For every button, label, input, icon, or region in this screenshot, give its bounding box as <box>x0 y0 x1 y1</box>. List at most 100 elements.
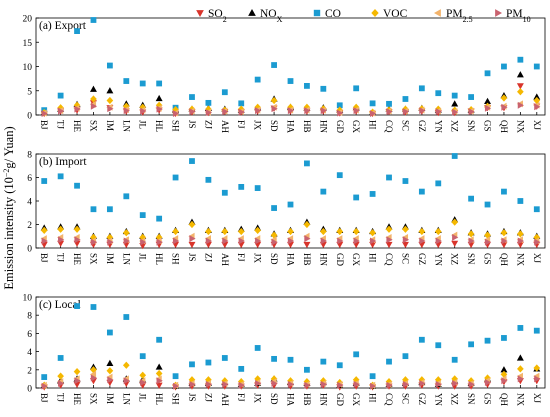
category-label-bj: BJ <box>39 253 49 263</box>
point-voc-cq <box>385 225 393 233</box>
category-label-sx: SX <box>88 120 98 132</box>
category-label-im: IM <box>105 393 115 404</box>
point-co-sc <box>402 96 409 102</box>
point-voc-tj <box>57 372 64 380</box>
point-co-hl <box>156 80 163 87</box>
point-voc-qh <box>500 94 508 102</box>
point-voc-gz <box>418 227 426 236</box>
point-pm10-gz <box>419 379 426 387</box>
point-pm10-hb <box>304 107 311 115</box>
point-pm10-ln <box>123 377 130 385</box>
point-pm10-sc <box>402 236 410 244</box>
point-co-gz <box>418 188 425 195</box>
category-label-bj: BJ <box>39 120 49 130</box>
series-pm10 <box>41 233 541 246</box>
point-pm10-tj <box>58 236 65 244</box>
point-nox-im <box>106 87 114 94</box>
category-label-sc: SC <box>400 253 410 264</box>
category-label-gd: GD <box>335 253 345 266</box>
category-label-jx: JX <box>253 253 263 264</box>
point-pm10-gd <box>337 109 344 117</box>
point-pm10-gs <box>484 104 492 112</box>
point-nox-xz <box>451 100 459 107</box>
point-pm25-sx <box>89 370 97 378</box>
point-pm10-he <box>74 105 81 113</box>
category-label-gd: GD <box>335 120 345 133</box>
legend-marker-co <box>313 9 321 17</box>
category-label-jl: JL <box>138 393 148 402</box>
category-label-ha: HA <box>286 253 296 266</box>
y-tick-label: 6 <box>27 174 32 184</box>
point-pm10-cq <box>386 381 393 389</box>
category-label-ah: AH <box>220 253 230 266</box>
category-label-hn: HN <box>318 253 328 266</box>
point-pm10-ln <box>123 237 130 245</box>
y-tick-label: 4 <box>27 348 32 358</box>
legend-marker-pm25 <box>434 9 441 17</box>
legend-item-pm10: PM10 <box>495 8 531 24</box>
point-pm10-nx <box>517 101 524 109</box>
point-pm10-jl <box>140 238 147 246</box>
point-co-zj <box>205 99 212 106</box>
category-label-he: HE <box>72 253 82 265</box>
category-label-gx: GX <box>351 253 361 266</box>
point-pm10-sx <box>90 238 98 246</box>
point-co-hi <box>369 100 376 107</box>
point-co-gd <box>336 362 343 369</box>
point-co-hb <box>304 366 310 373</box>
y-axis-label-exp: −2 <box>2 169 11 178</box>
point-so2-cq <box>385 241 393 249</box>
point-pm10-sd <box>271 379 278 387</box>
point-co-im <box>106 62 113 69</box>
point-pm10-sh <box>172 110 180 118</box>
point-pm10-hn <box>320 380 327 388</box>
legend-marker-so2 <box>196 10 204 17</box>
category-label-hn: HN <box>318 393 328 406</box>
category-label-sc: SC <box>400 120 410 131</box>
point-co-ln <box>123 314 130 320</box>
category-label-jl: JL <box>138 253 148 262</box>
point-pm10-sh <box>172 382 180 390</box>
point-co-hl <box>156 336 163 343</box>
category-label-ha: HA <box>286 120 296 133</box>
category-label-he: HE <box>72 120 82 132</box>
point-voc-gs <box>484 374 491 382</box>
point-so2-nx <box>516 83 524 90</box>
category-label-tj: TJ <box>56 393 66 402</box>
point-pm10-ha <box>287 107 295 115</box>
point-pm10-im <box>107 238 114 246</box>
point-pm10-jl <box>140 107 147 115</box>
category-label-xj: XJ <box>532 393 542 403</box>
point-nox-im <box>106 359 114 367</box>
point-co-sd <box>271 62 277 68</box>
category-label-hi: HI <box>368 120 378 130</box>
point-pm10-cq <box>386 108 393 116</box>
y-tick-label: 0 <box>27 112 32 122</box>
category-label-zj: ZJ <box>203 253 213 262</box>
point-pm10-zj <box>205 237 213 245</box>
point-voc-js <box>188 220 196 229</box>
point-co-xz <box>451 153 458 159</box>
category-label-nx: NX <box>515 120 525 133</box>
point-so2-xz <box>451 240 459 247</box>
panel-1: 0 5 10 15 20 BJ TJ HE SX IM LN JL HL SH JS ZJ AH FJ JX SD HA… <box>23 15 546 133</box>
point-voc-yn <box>434 227 442 236</box>
point-pm10-xz <box>452 108 459 116</box>
point-co-jl <box>139 212 146 218</box>
point-pm10-gd <box>337 381 344 389</box>
point-voc-fj <box>237 227 245 236</box>
point-voc-im <box>106 96 114 105</box>
category-label-gx: GX <box>351 120 361 133</box>
point-co-jl <box>139 80 146 87</box>
point-co-sx <box>90 17 97 23</box>
category-label-jx: JX <box>253 393 263 404</box>
category-label-js: JS <box>187 253 197 262</box>
category-label-gs: GS <box>483 253 493 265</box>
point-co-ha <box>287 201 294 208</box>
point-pm10-im <box>107 376 114 384</box>
category-label-qh: QH <box>499 253 509 266</box>
point-pm10-js <box>189 235 196 243</box>
point-co-sn <box>468 94 475 100</box>
category-label-hb: HB <box>302 253 312 266</box>
point-voc-sn <box>467 230 475 238</box>
